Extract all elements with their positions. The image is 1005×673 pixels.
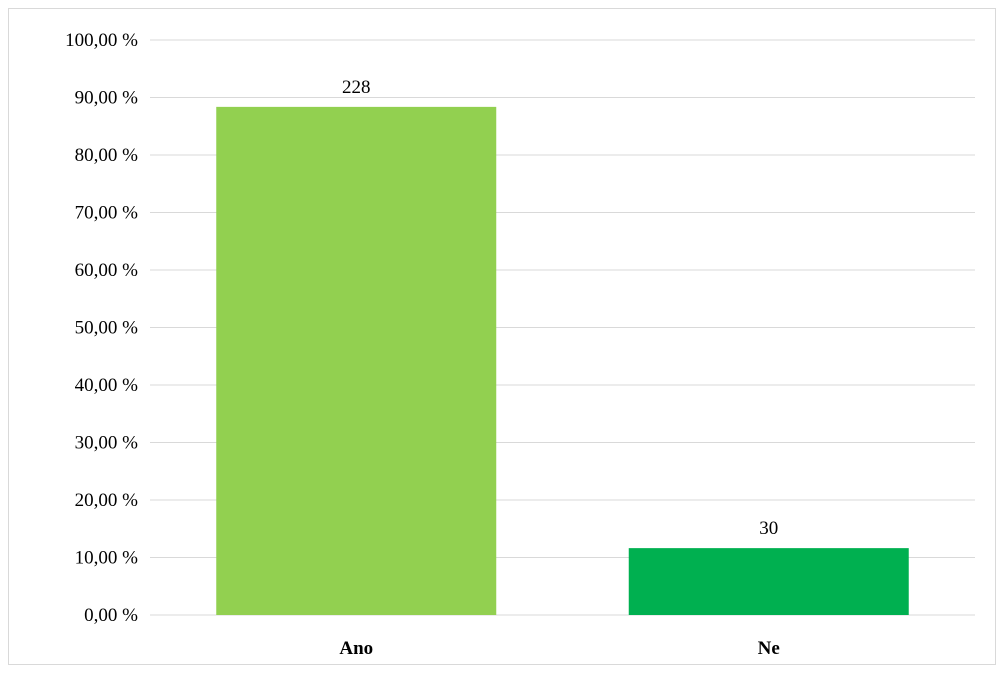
y-tick-label-1: 10,00 % bbox=[75, 548, 139, 569]
y-tick-label-7: 70,00 % bbox=[75, 203, 139, 224]
x-axis-category-labels: Ano Ne bbox=[339, 638, 779, 659]
data-label-ano: 228 bbox=[342, 77, 371, 98]
data-label-ne: 30 bbox=[759, 518, 778, 539]
category-label-ano: Ano bbox=[339, 638, 373, 659]
category-label-ne: Ne bbox=[758, 638, 780, 659]
data-labels: 228 30 bbox=[342, 77, 778, 539]
bar-ano bbox=[216, 106, 497, 615]
y-tick-label-0: 0,00 % bbox=[84, 605, 138, 626]
y-tick-label-6: 60,00 % bbox=[75, 260, 139, 281]
y-axis-tick-labels: 0,00 % 10,00 % 20,00 % 30,00 % 40,00 % 50,00 … bbox=[65, 30, 138, 626]
y-tick-label-2: 20,00 % bbox=[75, 490, 139, 511]
y-tick-label-3: 30,00 % bbox=[75, 433, 139, 454]
y-tick-label-10: 100,00 % bbox=[65, 30, 138, 51]
y-tick-label-8: 80,00 % bbox=[75, 145, 139, 166]
bars bbox=[216, 106, 909, 615]
y-tick-label-5: 50,00 % bbox=[75, 318, 139, 339]
y-tick-label-4: 40,00 % bbox=[75, 375, 139, 396]
bar-ne bbox=[628, 548, 909, 615]
y-tick-label-9: 90,00 % bbox=[75, 88, 139, 109]
